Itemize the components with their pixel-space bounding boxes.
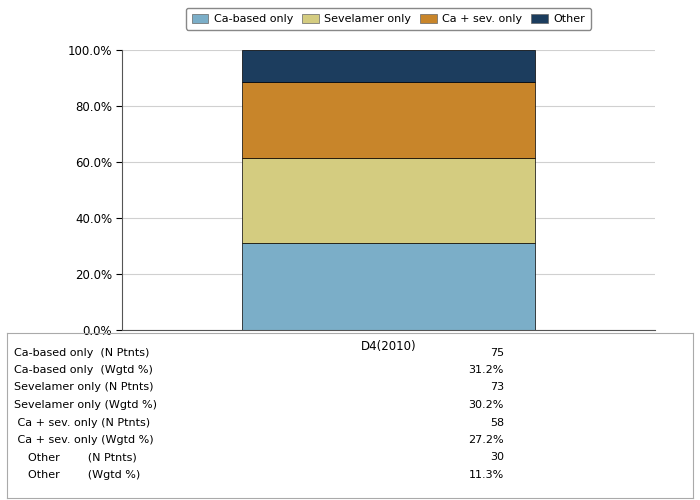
Text: 75: 75 (490, 348, 504, 358)
Text: 27.2%: 27.2% (468, 435, 504, 445)
Text: Ca + sev. only (Wgtd %): Ca + sev. only (Wgtd %) (14, 435, 153, 445)
Text: Ca-based only  (Wgtd %): Ca-based only (Wgtd %) (14, 365, 153, 375)
Text: Ca-based only  (N Ptnts): Ca-based only (N Ptnts) (14, 348, 149, 358)
Text: 30.2%: 30.2% (468, 400, 504, 410)
Bar (242, 50, 535, 82)
Legend: Ca-based only, Sevelamer only, Ca + sev. only, Other: Ca-based only, Sevelamer only, Ca + sev.… (186, 8, 591, 30)
Text: 58: 58 (490, 418, 504, 428)
Bar (242, 82, 535, 158)
Text: 31.2%: 31.2% (468, 365, 504, 375)
Text: 11.3%: 11.3% (469, 470, 504, 480)
Text: Other        (N Ptnts): Other (N Ptnts) (14, 452, 136, 462)
Text: 30: 30 (490, 452, 504, 462)
Bar (242, 158, 535, 242)
Text: Sevelamer only (Wgtd %): Sevelamer only (Wgtd %) (14, 400, 157, 410)
Text: Ca + sev. only (N Ptnts): Ca + sev. only (N Ptnts) (14, 418, 150, 428)
Text: Sevelamer only (N Ptnts): Sevelamer only (N Ptnts) (14, 382, 153, 392)
Text: Other        (Wgtd %): Other (Wgtd %) (14, 470, 140, 480)
Bar (242, 242, 535, 330)
Text: 73: 73 (490, 382, 504, 392)
